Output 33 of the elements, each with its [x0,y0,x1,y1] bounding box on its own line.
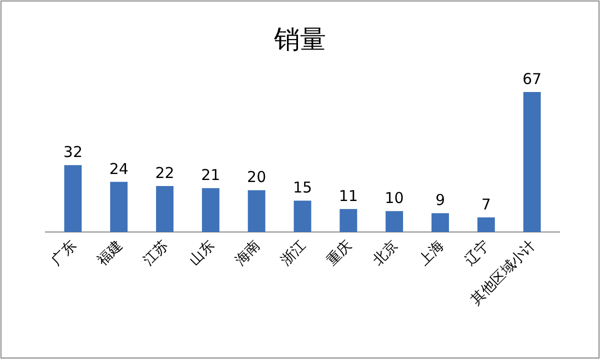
data-label: 11 [338,187,358,206]
x-tick-label: 江苏 [140,238,172,269]
bar [340,209,358,232]
bar [202,188,220,232]
bar [477,217,495,232]
data-label: 9 [435,191,445,210]
bar [248,190,266,232]
bar [386,211,404,232]
x-tick-label: 广东 [48,238,80,269]
x-tick-label: 福建 [94,238,126,269]
chart-title: 销量 [273,25,326,55]
data-label: 7 [481,195,491,214]
data-label: 24 [109,160,128,178]
data-label: 67 [522,70,542,88]
x-tick-label: 海南 [232,238,264,269]
bar [432,213,449,232]
data-label: 10 [384,189,404,208]
bar [156,186,174,232]
data-label: 22 [155,164,174,182]
data-label: 32 [63,143,82,162]
x-tick-label: 山东 [186,238,218,269]
bar [523,92,541,232]
x-tick-label: 上海 [416,238,448,269]
x-tick-label: 浙江 [278,238,310,269]
x-tick-label: 重庆 [324,238,356,269]
data-label: 21 [201,166,220,184]
bar [294,200,312,232]
x-tick-label: 北京 [370,238,402,269]
data-label: 20 [247,168,266,186]
data-label: 15 [292,178,312,197]
bar [64,165,82,232]
x-tick-label: 辽宁 [462,238,493,269]
bar [110,182,128,232]
